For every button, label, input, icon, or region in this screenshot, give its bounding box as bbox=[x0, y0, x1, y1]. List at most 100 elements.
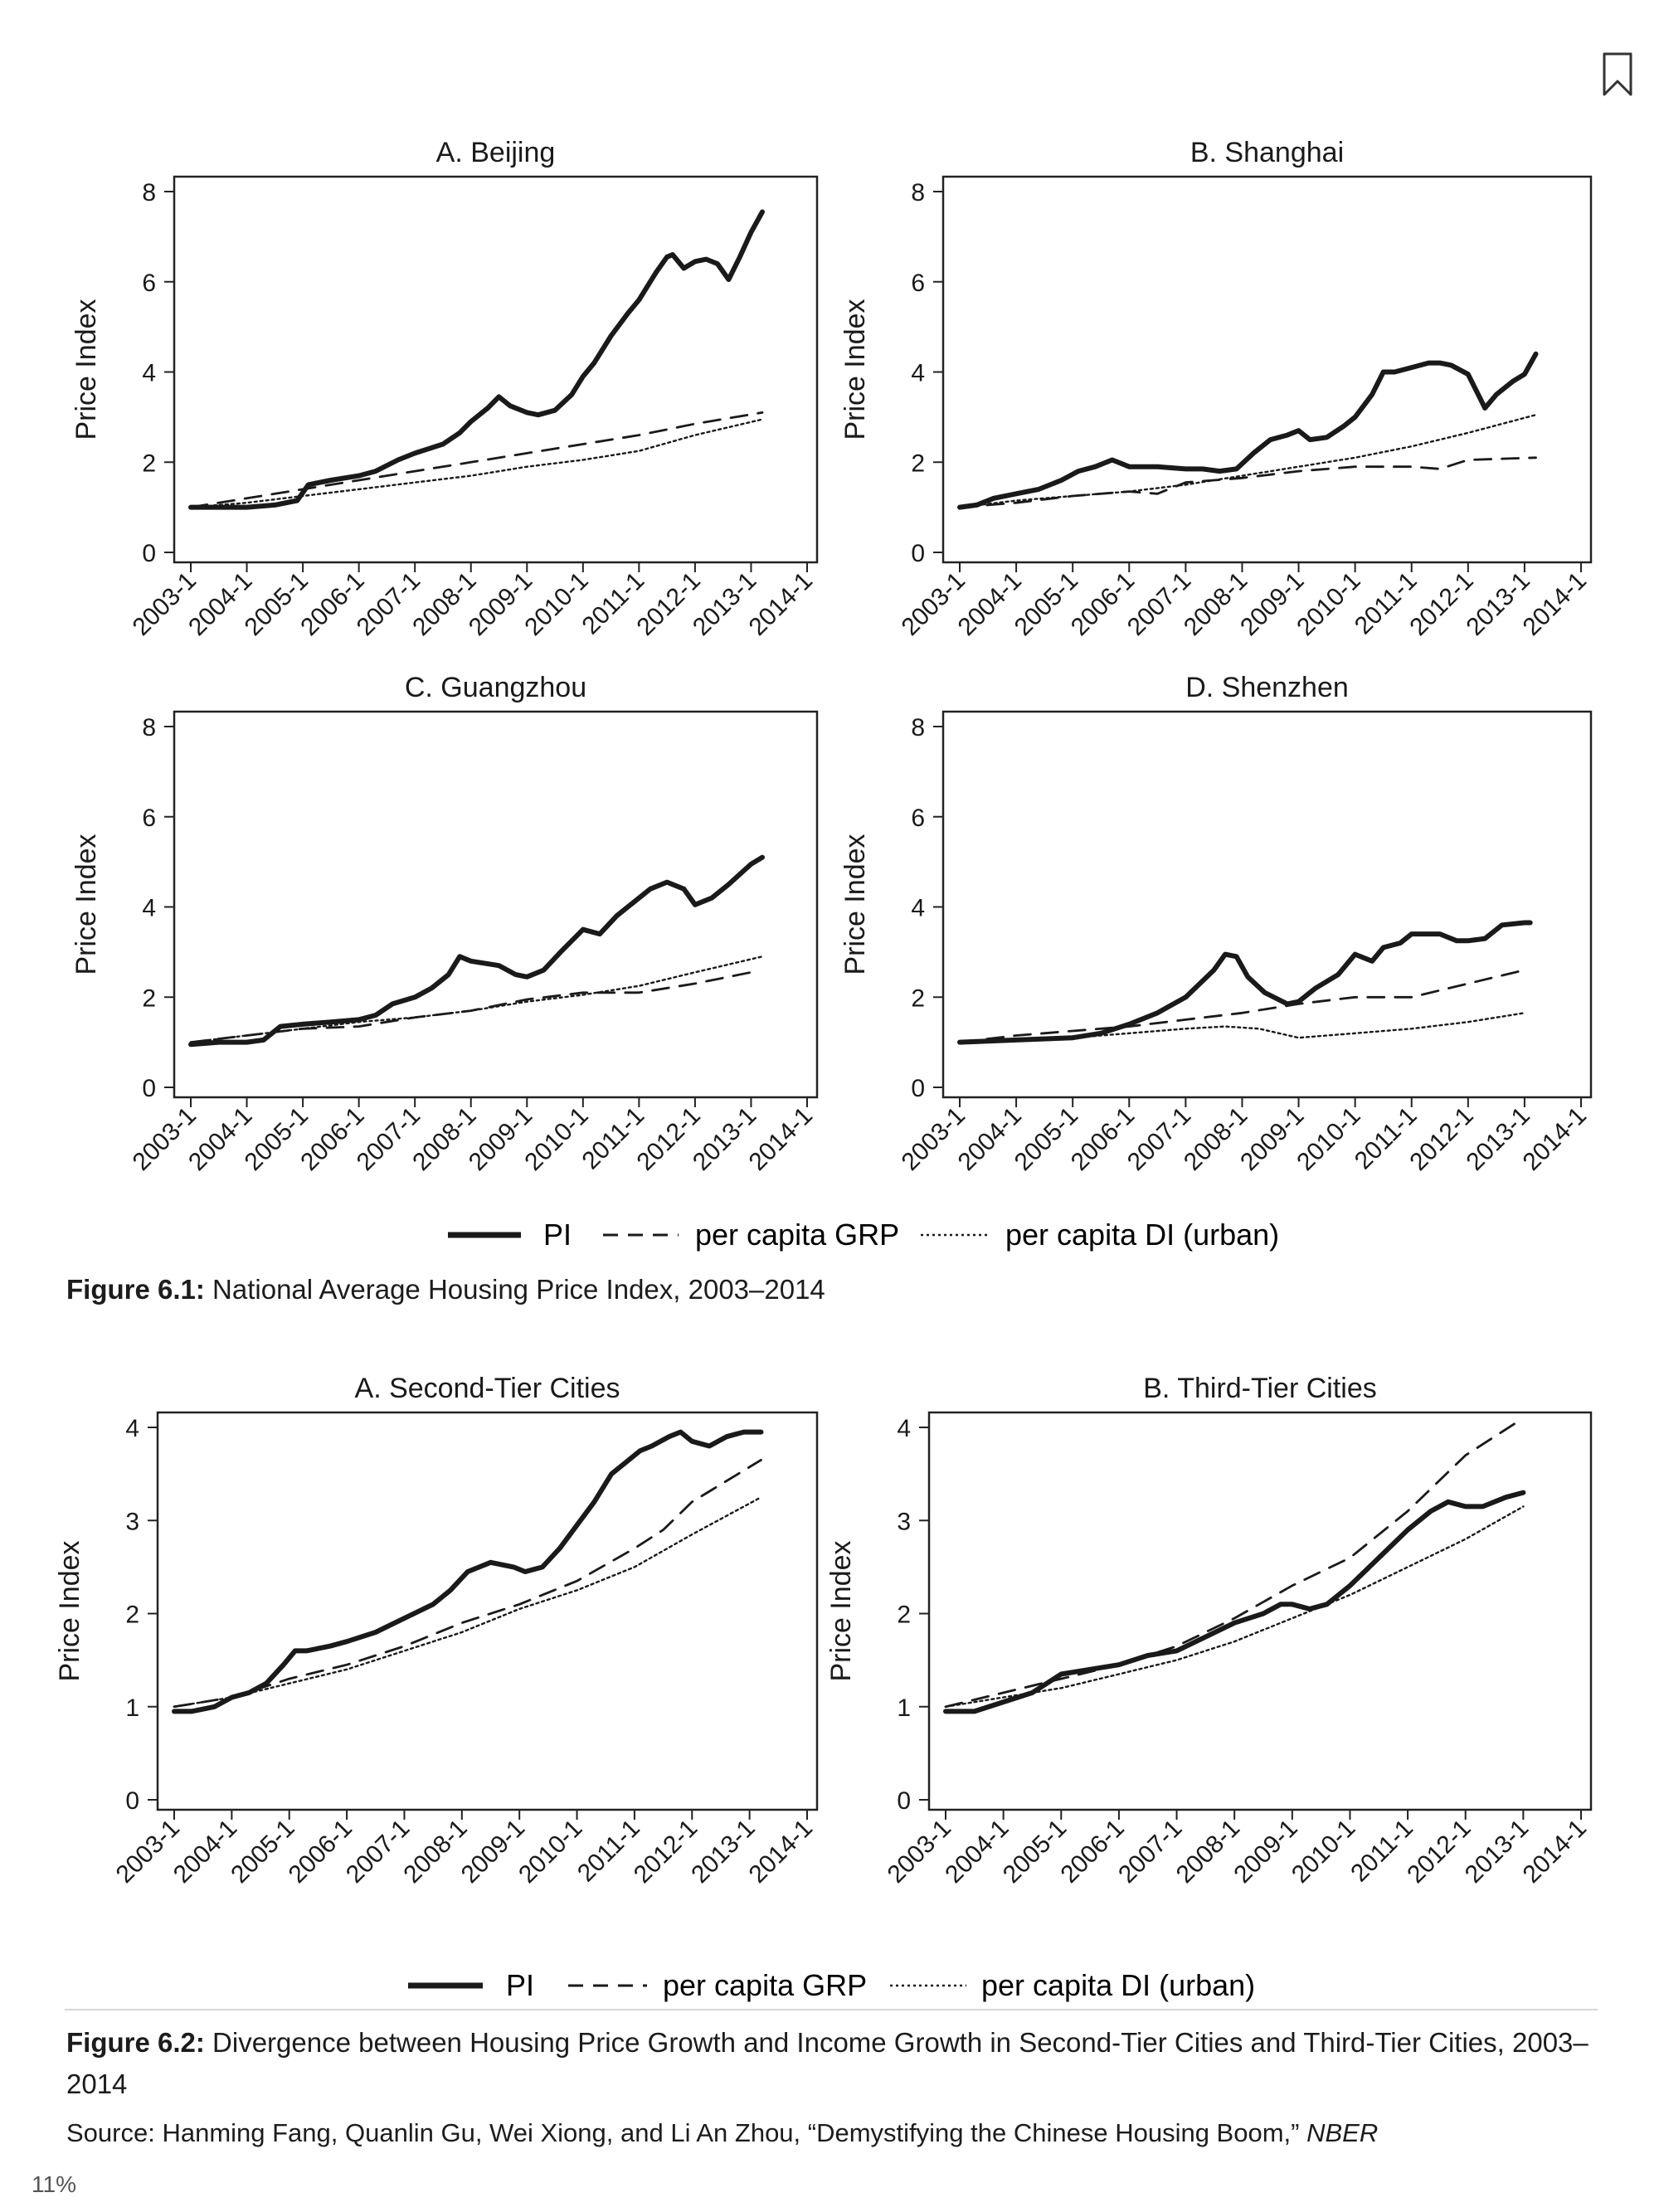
series-dotted bbox=[958, 1012, 1526, 1043]
series-solid bbox=[943, 1490, 1526, 1714]
y-tick-label: 6 bbox=[911, 270, 925, 297]
x-tick-label: 2012-1 bbox=[1402, 1815, 1476, 1889]
y-tick-label: 1 bbox=[897, 1694, 911, 1722]
y-tick-label: 4 bbox=[911, 895, 925, 922]
x-tick-label: 2004-1 bbox=[940, 1815, 1014, 1889]
zoom-level: 11% bbox=[32, 2171, 76, 2197]
y-tick-label: 0 bbox=[911, 1075, 925, 1102]
y-tick-label: 8 bbox=[142, 714, 156, 741]
source-publication: NBER bbox=[1306, 2118, 1379, 2147]
figure1-caption: Figure 6.1: National Average Housing Pri… bbox=[66, 1269, 825, 1310]
y-tick-label: 2 bbox=[897, 1602, 911, 1629]
panel-title: A. Beijing bbox=[436, 137, 556, 168]
y-tick-label: 0 bbox=[142, 540, 156, 567]
panel-title: D. Shenzhen bbox=[1185, 672, 1349, 703]
x-tick-label: 2010-1 bbox=[1287, 1815, 1360, 1889]
y-tick-label: 8 bbox=[911, 179, 925, 207]
panel-title: C. Guangzhou bbox=[405, 672, 586, 703]
y-tick-label: 6 bbox=[911, 805, 925, 832]
figure1-caption-label: Figure 6.1: bbox=[66, 1274, 205, 1305]
series-dotted bbox=[173, 1495, 762, 1709]
y-axis-label: Price Index bbox=[825, 1540, 857, 1681]
plot-frame bbox=[173, 175, 819, 564]
y-tick-label: 0 bbox=[897, 1787, 911, 1815]
y-tick-label: 0 bbox=[911, 540, 925, 567]
panel-title: A. Second-Tier Cities bbox=[355, 1373, 620, 1404]
series-solid bbox=[957, 351, 1539, 510]
y-tick-label: 3 bbox=[897, 1508, 911, 1535]
y-tick-label: 2 bbox=[125, 1602, 139, 1629]
y-tick-label: 0 bbox=[125, 1787, 139, 1815]
series-solid bbox=[172, 1429, 764, 1714]
y-tick-label: 0 bbox=[142, 1075, 156, 1102]
series-dotted bbox=[189, 955, 764, 1043]
series-solid bbox=[188, 854, 765, 1048]
figure2-caption-text: Divergence between Housing Price Growth … bbox=[66, 2027, 1588, 2099]
legend-di-label: per capita DI (urban) bbox=[981, 1968, 1255, 2002]
series-dashed bbox=[944, 1417, 1525, 1709]
bookmark-icon[interactable] bbox=[1601, 51, 1634, 98]
x-tick-label: 2014-1 bbox=[1518, 1815, 1592, 1889]
source-text: Source: Hanming Fang, Quanlin Gu, Wei Xi… bbox=[66, 2118, 1307, 2147]
divider-rule bbox=[65, 2009, 1598, 2010]
plot-frame bbox=[941, 175, 1593, 564]
figure2-caption-label: Figure 6.2: bbox=[66, 2027, 205, 2058]
legend-grp-label: per capita GRP bbox=[695, 1218, 899, 1252]
y-axis-label: Price Index bbox=[839, 834, 871, 975]
y-axis-label: Price Index bbox=[54, 1540, 85, 1681]
y-tick-label: 3 bbox=[125, 1508, 139, 1535]
series-dotted bbox=[958, 414, 1537, 508]
figure2-caption: Figure 6.2: Divergence between Housing P… bbox=[66, 2022, 1609, 2105]
chart-third-tier: B. Third-Tier Cities Price Index 0 1 2 3 4 2003… bbox=[825, 1373, 1593, 1889]
panel-title: B. Third-Tier Cities bbox=[1143, 1373, 1377, 1404]
y-tick-label: 4 bbox=[125, 1415, 139, 1442]
x-tick-label: 2003-1 bbox=[883, 1815, 956, 1889]
series-dashed bbox=[173, 1458, 762, 1709]
legend-pi-label: PI bbox=[543, 1218, 572, 1252]
y-tick-label: 2 bbox=[911, 984, 925, 1012]
x-tick-label: 2006-1 bbox=[1055, 1815, 1129, 1889]
plot-frame bbox=[173, 710, 819, 1099]
y-axis-label: Price Index bbox=[71, 834, 102, 975]
y-tick-label: 2 bbox=[911, 450, 925, 477]
series-dashed bbox=[958, 969, 1526, 1043]
legend-grp-label: per capita GRP bbox=[663, 1968, 867, 2002]
figure2-legend: PI per capita GRP per capita DI (urban) bbox=[408, 1968, 1255, 2002]
x-tick-label: 2009-1 bbox=[1228, 1815, 1302, 1889]
y-tick-label: 4 bbox=[897, 1415, 911, 1442]
y-tick-label: 4 bbox=[911, 360, 925, 387]
y-tick-label: 6 bbox=[142, 270, 156, 297]
series-dotted bbox=[189, 418, 764, 508]
figure1-caption-text: National Average Housing Price Index, 20… bbox=[204, 1274, 825, 1305]
y-axis-label: Price Index bbox=[839, 299, 871, 440]
plot-frame bbox=[156, 1411, 819, 1811]
y-tick-label: 4 bbox=[142, 895, 156, 922]
y-tick-label: 6 bbox=[142, 805, 156, 832]
figure1-legend: PI per capita GRP per capita DI (urban) bbox=[448, 1218, 1279, 1252]
y-tick-label: 8 bbox=[142, 179, 156, 207]
y-tick-label: 8 bbox=[911, 714, 925, 741]
plot-frame bbox=[941, 710, 1593, 1099]
plot-frame bbox=[927, 1411, 1593, 1811]
x-tick-label: 2008-1 bbox=[1171, 1815, 1245, 1889]
x-tick-label: 2013-1 bbox=[1460, 1815, 1534, 1889]
source-citation: Source: Hanming Fang, Quanlin Gu, Wei Xi… bbox=[66, 2118, 1378, 2148]
series-solid bbox=[957, 920, 1533, 1045]
y-tick-label: 2 bbox=[142, 450, 156, 477]
y-axis-label: Price Index bbox=[71, 299, 102, 440]
y-tick-label: 4 bbox=[142, 360, 156, 387]
panel-title: B. Shanghai bbox=[1190, 137, 1344, 168]
series-solid bbox=[188, 209, 765, 510]
series-dashed bbox=[189, 411, 764, 508]
y-tick-label: 2 bbox=[142, 984, 156, 1012]
series-dotted bbox=[944, 1505, 1525, 1709]
legend-di-label: per capita DI (urban) bbox=[1005, 1218, 1279, 1252]
y-tick-label: 1 bbox=[125, 1694, 139, 1722]
x-tick-label: 2011-1 bbox=[1345, 1815, 1418, 1888]
x-tick-label: 2007-1 bbox=[1113, 1815, 1187, 1889]
